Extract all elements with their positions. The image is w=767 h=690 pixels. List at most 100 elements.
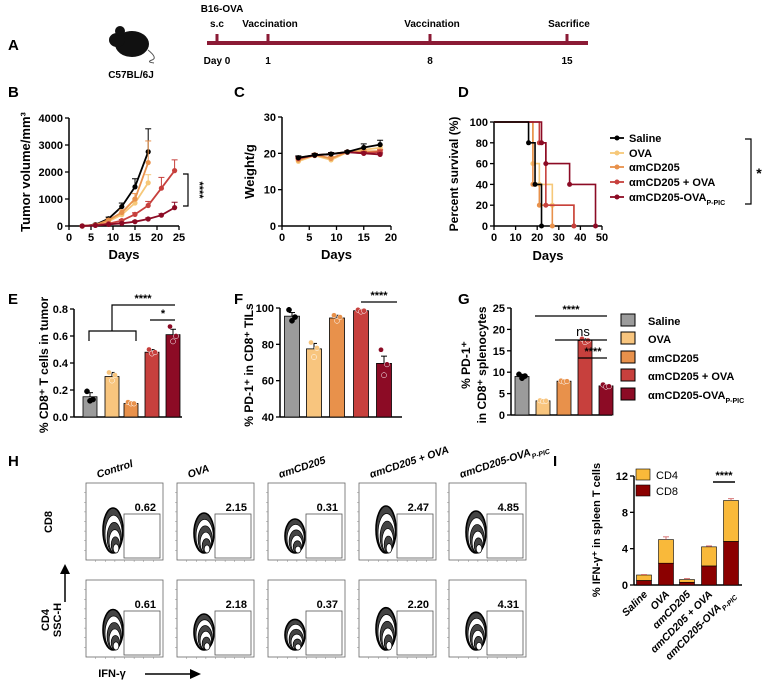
data-point bbox=[79, 223, 85, 229]
x-tick-label: 15 bbox=[358, 232, 370, 244]
replicate-point bbox=[106, 369, 112, 376]
x-tick-label: 10 bbox=[509, 232, 521, 244]
data-point bbox=[119, 209, 125, 216]
gate-percentage: 2.18 bbox=[226, 599, 247, 611]
data-point bbox=[361, 144, 367, 151]
data-point bbox=[567, 181, 573, 187]
data-point bbox=[539, 223, 545, 229]
bar-segment-CD4 bbox=[636, 574, 652, 581]
y-tick-label: 0.0 bbox=[53, 412, 68, 424]
bar bbox=[514, 376, 530, 416]
legend-item: OVA bbox=[620, 331, 671, 346]
timeline-event-label: Vaccination bbox=[404, 19, 460, 30]
bar bbox=[165, 334, 181, 418]
label-part: Saline bbox=[629, 133, 661, 145]
label-part: Saline bbox=[648, 316, 680, 328]
timeline-day-label: 8 bbox=[427, 56, 433, 67]
bar bbox=[329, 317, 345, 418]
data-point bbox=[158, 185, 164, 191]
panel-label-G: G bbox=[458, 291, 470, 308]
replicate-point bbox=[311, 354, 317, 360]
legend-item: Saline bbox=[610, 133, 661, 145]
bar-OVA bbox=[306, 339, 322, 418]
y-tick-label: 2000 bbox=[39, 167, 63, 179]
y-axis-title: in CD8⁺ splenocytes bbox=[475, 306, 489, 423]
legend-item: αmCD205-OVAP-PIC bbox=[620, 387, 744, 405]
bar bbox=[598, 385, 614, 416]
label-part: αmCD205 + OVA bbox=[368, 444, 450, 481]
data-point bbox=[145, 216, 151, 222]
label-part: OVA bbox=[629, 148, 652, 160]
bar--mCD205-OVA bbox=[353, 306, 369, 418]
data-point bbox=[132, 200, 138, 206]
x-axis-title: IFN-γ bbox=[98, 668, 126, 680]
replicate-point bbox=[308, 339, 314, 346]
legend-marker bbox=[614, 179, 620, 185]
gate bbox=[486, 610, 524, 656]
panel-label-B: B bbox=[8, 84, 19, 101]
legend-marker bbox=[614, 150, 620, 156]
panel-label-F: F bbox=[234, 291, 243, 308]
plot-frame bbox=[85, 579, 164, 658]
x-tick-label: 50 bbox=[596, 232, 608, 244]
label-part: αmCD205 bbox=[629, 162, 680, 174]
series-0 bbox=[79, 128, 152, 229]
survival-curve-0 bbox=[494, 121, 545, 229]
bar-segment-CD4 bbox=[658, 539, 674, 564]
contour bbox=[203, 544, 211, 554]
legend-item: αmCD205 bbox=[610, 162, 680, 174]
x-axis-title: Days bbox=[321, 247, 352, 262]
data-point bbox=[145, 202, 151, 209]
data-point bbox=[377, 142, 383, 148]
gate-percentage: 0.61 bbox=[135, 599, 156, 611]
x-tick-label: 15 bbox=[129, 232, 141, 244]
data-point bbox=[132, 219, 138, 225]
replicate-point bbox=[334, 317, 340, 324]
bar bbox=[376, 363, 392, 418]
x-tick-label: 30 bbox=[553, 232, 565, 244]
legend-label: αmCD205 + OVA bbox=[629, 177, 715, 189]
bar-segment-CD8 bbox=[636, 580, 652, 586]
contour bbox=[294, 643, 302, 651]
y-axis-title: Percent survival (%) bbox=[447, 117, 461, 232]
data-point bbox=[377, 151, 383, 158]
contour bbox=[385, 543, 393, 554]
stacked-bar bbox=[701, 545, 717, 586]
replicate-point bbox=[152, 349, 158, 356]
y-tick-label: 10 bbox=[493, 367, 505, 379]
plot-frame bbox=[448, 579, 527, 658]
gate bbox=[123, 513, 161, 559]
data-point bbox=[119, 203, 125, 210]
y-tick-label: 100 bbox=[256, 303, 274, 315]
timeline-event-label: Sacrifice bbox=[548, 19, 590, 30]
label-part: αmCD205-OVA bbox=[648, 390, 726, 402]
gate bbox=[396, 610, 434, 656]
contour bbox=[385, 641, 393, 651]
bar-segment-CD4 bbox=[723, 500, 739, 542]
data-point bbox=[536, 202, 542, 208]
flow-plot: 0.31 bbox=[266, 482, 346, 562]
y-tick-label: 1000 bbox=[39, 194, 63, 206]
label-part: P-PIC bbox=[721, 593, 740, 612]
bar bbox=[353, 310, 369, 418]
gate bbox=[214, 513, 252, 559]
flow-plot: 0.37 bbox=[266, 579, 346, 659]
gate bbox=[396, 513, 434, 559]
replicate-point bbox=[564, 378, 570, 385]
mouse-strain-label: C57BL/6J bbox=[108, 70, 154, 81]
y-axis-title: SSC-H bbox=[52, 603, 64, 637]
y-tick-label: 0.8 bbox=[53, 304, 68, 316]
gate-percentage: 2.15 bbox=[226, 502, 247, 514]
x-tick-label: 20 bbox=[151, 232, 163, 244]
legend-label: CD8 bbox=[656, 486, 678, 498]
data-point bbox=[172, 205, 178, 211]
data-point bbox=[526, 140, 532, 146]
bar-segment-CD8 bbox=[679, 581, 695, 586]
legend-item: Saline bbox=[620, 313, 680, 328]
replicate-point bbox=[170, 338, 176, 345]
replicate-point bbox=[543, 398, 549, 404]
bar-segment-CD8 bbox=[658, 562, 674, 586]
mouse-icon bbox=[109, 26, 155, 64]
gate bbox=[123, 610, 161, 656]
legend-item: αmCD205 + OVA bbox=[620, 368, 734, 383]
